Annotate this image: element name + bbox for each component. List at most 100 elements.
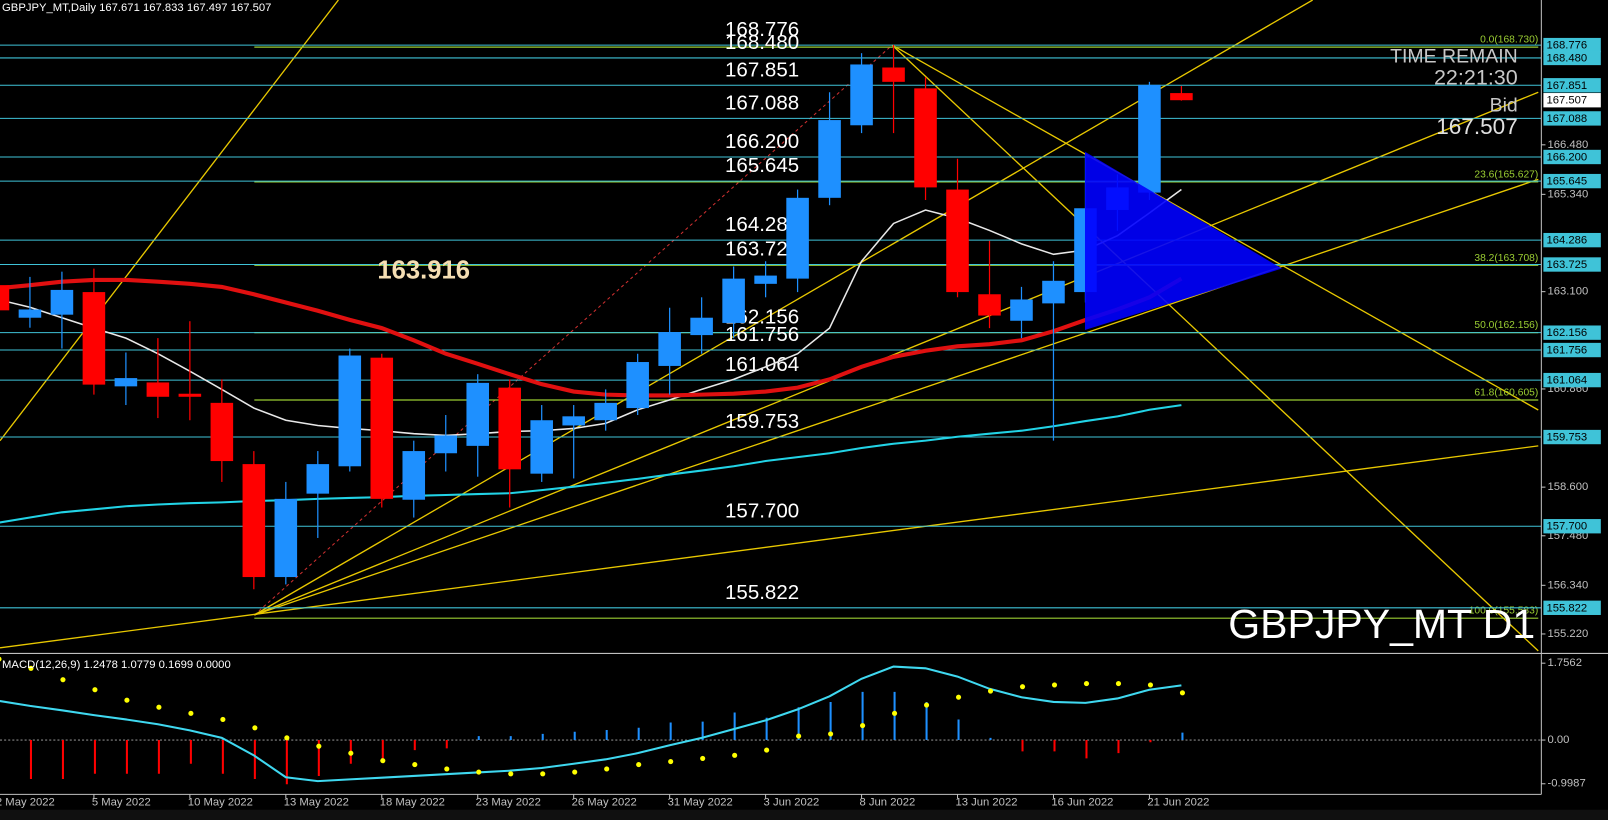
x-tick-label: 8 Jun 2022	[860, 797, 916, 809]
x-tick-label: 2 May 2022	[0, 797, 55, 809]
y-tick-label: 0.00	[1547, 734, 1569, 746]
signal-dot	[28, 665, 34, 671]
trend-line	[253, 0, 1313, 616]
fib-level-label: 50.0(162.156)	[1474, 320, 1538, 331]
level-price-box	[1543, 232, 1601, 248]
candle-body	[722, 278, 745, 323]
x-tick-label: 13 Jun 2022	[955, 797, 1017, 809]
signal-dot	[0, 656, 2, 662]
signal-dot	[860, 723, 866, 729]
candle-body	[338, 355, 362, 467]
level-price-label: 167.088	[1546, 113, 1587, 125]
level-price-box	[1543, 600, 1601, 615]
level-price-label: 155.822	[1546, 602, 1587, 614]
indicator-line	[0, 404, 1182, 524]
time-remain-label: TIME REMAIN	[1390, 46, 1518, 68]
y-tick-label: 1.7562	[1547, 657, 1581, 669]
x-tick-label: 10 May 2022	[188, 797, 253, 809]
signal-dot	[955, 694, 962, 700]
time-remain: 22:21:30	[1434, 66, 1518, 90]
signal-dot	[156, 704, 162, 710]
indicator-line	[0, 665, 1182, 783]
y-tick-label: 163.100	[1547, 286, 1588, 298]
signal-dot	[508, 771, 514, 777]
x-tick-label: 5 May 2022	[92, 797, 151, 809]
y-tick-label: 156.340	[1547, 579, 1588, 591]
channel-line	[0, 0, 339, 442]
level-price-label: 166.200	[1546, 151, 1587, 163]
candle-body	[242, 464, 266, 578]
trend-line	[0, 445, 1539, 649]
x-tick-label: 23 May 2022	[476, 797, 541, 809]
fib-level-label: 38.2(163.708)	[1474, 253, 1538, 264]
trend-line	[891, 44, 1539, 411]
candle-body	[978, 294, 1001, 316]
signal-dot	[1147, 682, 1154, 688]
y-tick-label: 166.480	[1547, 139, 1588, 151]
signal-dot	[252, 725, 258, 731]
signal-dot	[476, 769, 482, 775]
signal-dot	[188, 710, 194, 716]
level-label: 163.725	[725, 238, 799, 261]
level-label: 167.851	[725, 58, 799, 81]
candle-body	[1010, 299, 1033, 321]
candle-body	[658, 332, 681, 366]
signal-dot	[572, 769, 578, 775]
level-price-label: 157.700	[1546, 521, 1587, 533]
candle-body	[210, 402, 234, 462]
fib-level-label: 61.8(160.605)	[1474, 388, 1538, 399]
signal-dot	[412, 762, 418, 768]
signal-dot	[316, 743, 322, 749]
triangle-drawing	[1084, 151, 1282, 331]
candle-body	[1170, 93, 1193, 101]
x-tick-label: 13 May 2022	[284, 797, 349, 809]
level-label: 168.480	[725, 31, 799, 54]
level-price-box	[1543, 173, 1601, 189]
fib-level-label: 23.6(165.627)	[1474, 169, 1538, 180]
signal-dot	[348, 750, 354, 756]
signal-dot	[1083, 681, 1090, 687]
candle-body	[114, 378, 138, 387]
fib-level-label: 0.0(168.730)	[1480, 35, 1538, 46]
level-price-box	[1543, 149, 1601, 165]
level-label: 167.088	[725, 91, 799, 114]
signal-dot	[668, 758, 674, 765]
level-label: 164.286	[725, 213, 799, 236]
candle-body	[402, 451, 426, 500]
level-label: 161.064	[725, 353, 799, 376]
level-price-label: 163.725	[1546, 259, 1587, 271]
signal-dot	[284, 735, 290, 741]
candle-body	[850, 64, 873, 126]
level-price-label: 165.645	[1546, 176, 1587, 188]
level-label: 166.200	[725, 130, 799, 153]
candle-body	[1042, 280, 1065, 304]
x-tick-label: 21 Jun 2022	[1147, 797, 1209, 809]
level-label: 161.756	[725, 323, 799, 346]
candle-body	[274, 498, 298, 578]
signal-dot	[92, 687, 98, 693]
trend-line	[254, 91, 1539, 616]
signal-dot	[892, 710, 898, 716]
signal-dot	[796, 733, 802, 739]
level-price-box	[1543, 50, 1601, 66]
level-price-box	[1543, 78, 1601, 93]
level-price-label: 167.851	[1546, 80, 1587, 92]
level-label: 157.700	[725, 499, 799, 522]
y-tick-label: 165.340	[1547, 188, 1588, 200]
candle-body	[946, 189, 969, 293]
candle-body	[754, 275, 777, 284]
x-tick-label: 18 May 2022	[380, 797, 445, 809]
chart-title: GBPJPY_MT,Daily 167.671 167.833 167.497 …	[2, 2, 271, 14]
signal-dot	[60, 677, 66, 683]
y-tick-label: 157.480	[1547, 530, 1588, 542]
bid-price: 167.507	[1436, 114, 1518, 139]
signal-dot	[764, 747, 770, 753]
level-price-box	[1543, 257, 1601, 272]
signal-dot	[636, 762, 642, 768]
level-layer: 0.0(168.730) 23.6(165.627) 38.2(163.708) 50…	[0, 18, 1542, 619]
indicator-line	[0, 188, 1182, 437]
level-price-label: 159.753	[1546, 432, 1587, 444]
